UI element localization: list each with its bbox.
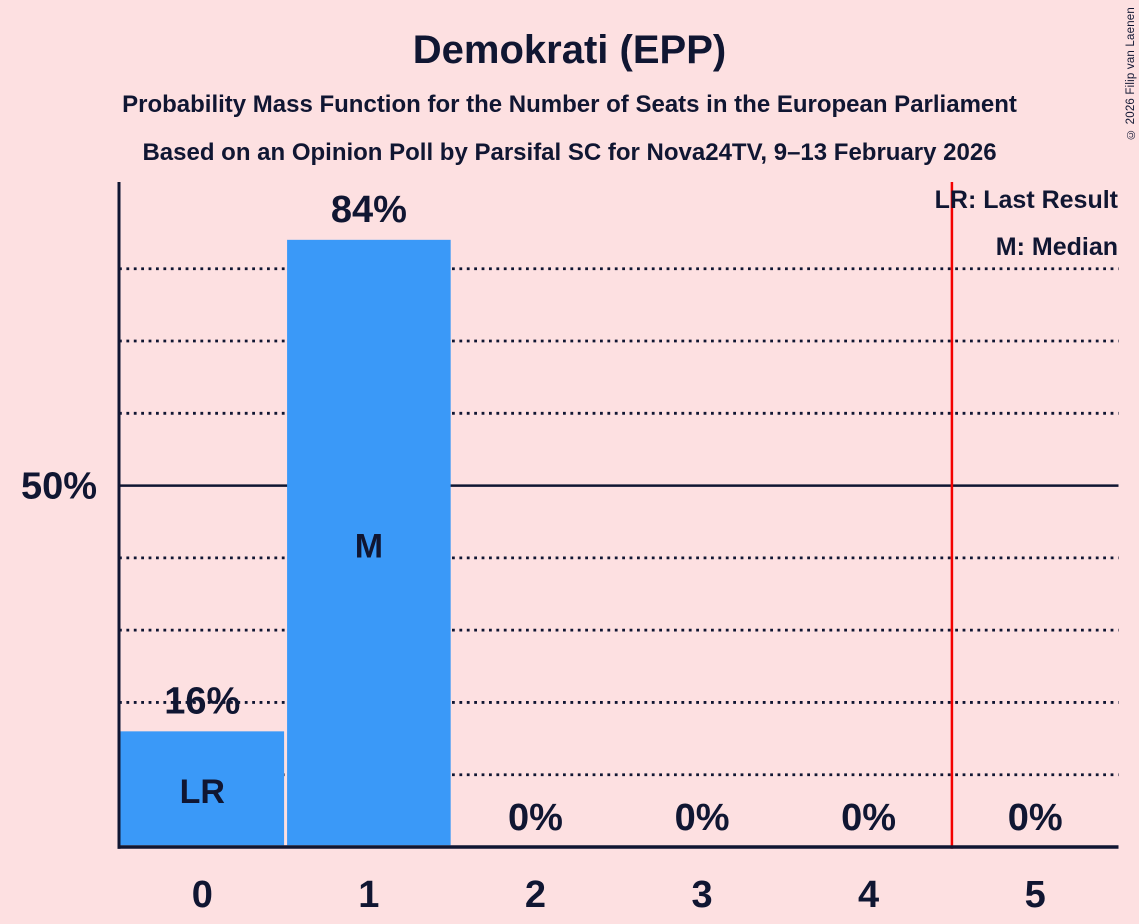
value-label-seats-1: 84% xyxy=(331,189,407,231)
chart-legend: LR: Last Result M: Median xyxy=(935,177,1118,271)
value-label-seats-4: 0% xyxy=(841,797,896,839)
x-tick-label-3: 3 xyxy=(691,874,712,916)
legend-median: M: Median xyxy=(995,233,1118,261)
x-tick-label-5: 5 xyxy=(1025,874,1046,916)
x-tick-label-4: 4 xyxy=(858,874,879,916)
bar-annotation-lr: LR xyxy=(180,773,225,811)
x-tick-label-1: 1 xyxy=(358,874,379,916)
legend-last-result: LR: Last Result xyxy=(934,186,1118,214)
bar-annotation-m: M xyxy=(355,527,383,565)
x-tick-label-0: 0 xyxy=(192,874,213,916)
y-tick-label-50: 50% xyxy=(21,466,97,508)
value-label-seats-2: 0% xyxy=(508,797,563,839)
x-tick-label-2: 2 xyxy=(525,874,546,916)
chart-subtitle-line2: Based on an Opinion Poll by Parsifal SC … xyxy=(142,139,997,166)
bar-seats-1 xyxy=(287,239,451,846)
copyright-notice: © 2026 Filip van Laenen xyxy=(1125,7,1137,140)
value-label-seats-0: 16% xyxy=(164,680,240,722)
value-label-seats-5: 0% xyxy=(1008,797,1063,839)
chart-title: Demokrati (EPP) xyxy=(412,28,727,72)
chart-subtitle-line1: Probability Mass Function for the Number… xyxy=(122,91,1017,118)
bar-seats-0 xyxy=(120,731,285,846)
value-label-seats-3: 0% xyxy=(675,797,730,839)
